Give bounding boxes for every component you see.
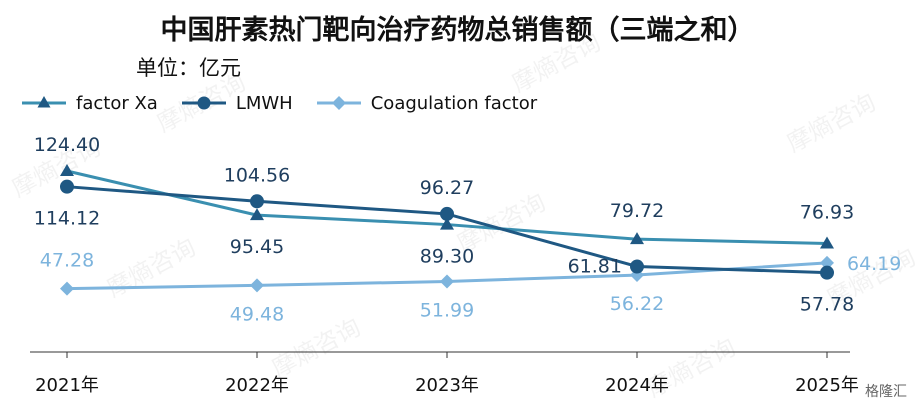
x-tick-label: 2023年 xyxy=(415,375,479,396)
x-tick-label: 2021年 xyxy=(35,375,99,396)
data-label-coagulation-factor: 51.99 xyxy=(420,299,474,321)
chart-legend: factor Xa LMWH Coagulation factor xyxy=(20,91,537,115)
data-label-coagulation-factor: 47.28 xyxy=(40,250,94,272)
unit-label: 单位：亿元 xyxy=(136,56,241,80)
data-point-coagulation-factor xyxy=(250,278,264,293)
legend-label-lmwh: LMWH xyxy=(235,92,293,114)
data-label-factor-xa: 89.30 xyxy=(420,246,474,268)
data-point-factor-xa xyxy=(60,164,74,176)
data-point-lmwh xyxy=(440,206,454,221)
data-point-factor-xa xyxy=(440,217,454,230)
data-point-coagulation-factor xyxy=(820,255,834,270)
legend-swatch-factor-xa xyxy=(22,96,66,108)
data-label-factor-xa: 76.93 xyxy=(800,201,854,223)
data-point-coagulation-factor xyxy=(60,281,74,296)
data-label-factor-xa: 124.40 xyxy=(34,134,100,156)
legend-item-factor-xa: factor Xa xyxy=(20,91,158,115)
data-point-lmwh xyxy=(60,179,74,194)
legend-swatch-lmwh xyxy=(181,96,226,110)
data-label-coagulation-factor: 56.22 xyxy=(610,293,664,315)
data-label-lmwh: 104.56 xyxy=(224,164,290,186)
legend-swatch-coagulation-factor xyxy=(316,96,361,110)
legend-item-coagulation-factor: Coagulation factor xyxy=(315,91,537,115)
chart-title: 中国肝素热门靶向治疗药物总销售额（三端之和） xyxy=(160,15,755,46)
legend-item-lmwh: LMWH xyxy=(180,91,293,115)
data-label-lmwh: 57.78 xyxy=(800,294,854,316)
x-tick-label: 2025年 xyxy=(795,375,859,396)
data-label-lmwh: 114.12 xyxy=(34,208,100,230)
data-label-factor-xa: 95.45 xyxy=(230,236,284,258)
legend-label-coagulation-factor: Coagulation factor xyxy=(370,92,538,114)
data-label-lmwh: 61.81 xyxy=(568,256,622,278)
data-label-coagulation-factor: 49.48 xyxy=(230,303,284,325)
data-label-lmwh: 96.27 xyxy=(420,177,474,199)
data-point-factor-xa xyxy=(250,208,264,221)
x-tick-label: 2022年 xyxy=(225,375,289,396)
x-tick-label: 2024年 xyxy=(605,375,669,396)
data-point-coagulation-factor xyxy=(440,274,454,289)
corner-mark: 格隆汇 xyxy=(865,384,907,400)
legend-label-factor-xa: factor Xa xyxy=(76,92,158,114)
data-label-coagulation-factor: 64.19 xyxy=(847,253,901,275)
data-point-factor-xa xyxy=(630,232,644,245)
data-point-lmwh xyxy=(630,259,644,274)
data-point-lmwh xyxy=(250,194,264,209)
data-label-factor-xa: 79.72 xyxy=(610,200,664,222)
data-point-factor-xa xyxy=(820,236,834,249)
data-point-lmwh xyxy=(820,265,834,280)
